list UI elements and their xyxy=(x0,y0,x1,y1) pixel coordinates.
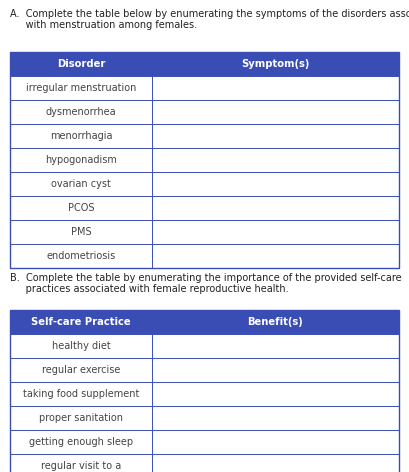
Text: Benefit(s): Benefit(s) xyxy=(247,317,303,327)
Text: healthy diet: healthy diet xyxy=(52,341,110,351)
Bar xyxy=(10,334,399,358)
Text: regular exercise: regular exercise xyxy=(42,365,120,375)
Bar xyxy=(10,172,399,196)
Text: practices associated with female reproductive health.: practices associated with female reprodu… xyxy=(10,284,289,294)
Text: endometriosis: endometriosis xyxy=(46,251,116,261)
Bar xyxy=(10,100,399,124)
Bar xyxy=(10,310,399,472)
Bar xyxy=(10,454,399,472)
Bar xyxy=(10,310,399,334)
Text: B.  Complete the table by enumerating the importance of the provided self-care: B. Complete the table by enumerating the… xyxy=(10,273,402,283)
Bar xyxy=(10,148,399,172)
Text: PCOS: PCOS xyxy=(68,203,94,213)
Bar xyxy=(10,430,399,454)
Bar xyxy=(10,52,399,76)
Bar xyxy=(10,76,399,100)
Text: regular visit to a: regular visit to a xyxy=(41,461,121,471)
Bar xyxy=(10,196,399,220)
Text: Self-care Practice: Self-care Practice xyxy=(31,317,131,327)
Text: taking food supplement: taking food supplement xyxy=(23,389,139,399)
Text: Disorder: Disorder xyxy=(57,59,105,69)
Text: proper sanitation: proper sanitation xyxy=(39,413,123,423)
Text: with menstruation among females.: with menstruation among females. xyxy=(10,20,197,30)
Bar xyxy=(10,382,399,406)
Bar xyxy=(10,358,399,382)
Text: hypogonadism: hypogonadism xyxy=(45,155,117,165)
Bar xyxy=(10,124,399,148)
Text: irregular menstruation: irregular menstruation xyxy=(26,83,136,93)
Text: getting enough sleep: getting enough sleep xyxy=(29,437,133,447)
Bar xyxy=(10,52,399,268)
Text: menorrhagia: menorrhagia xyxy=(50,131,112,141)
Bar xyxy=(10,406,399,430)
Text: Symptom(s): Symptom(s) xyxy=(241,59,310,69)
Bar xyxy=(10,220,399,244)
Text: dysmenorrhea: dysmenorrhea xyxy=(46,107,116,117)
Text: A.  Complete the table below by enumerating the symptoms of the disorders associ: A. Complete the table below by enumerati… xyxy=(10,9,409,19)
Text: PMS: PMS xyxy=(71,227,91,237)
Text: ovarian cyst: ovarian cyst xyxy=(51,179,111,189)
Bar xyxy=(10,244,399,268)
